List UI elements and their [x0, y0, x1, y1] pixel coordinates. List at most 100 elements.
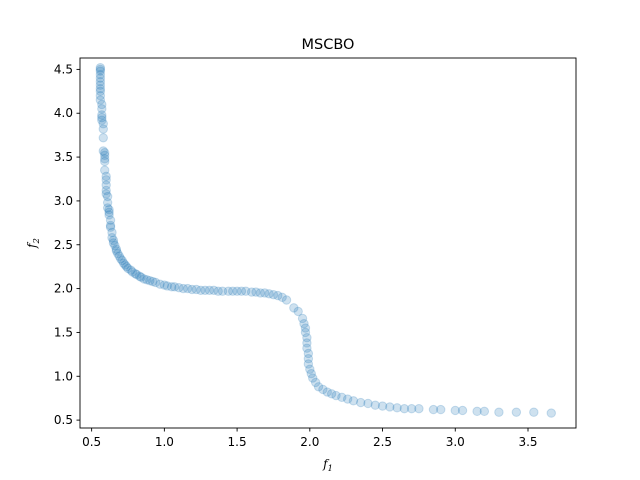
data-point: [123, 263, 133, 274]
data-point: [546, 408, 556, 418]
x-axis: 0.5 1.0 1.5 2.0 2.5 3.0 3.5: [82, 428, 538, 449]
data-point: [107, 227, 117, 238]
data-point: [331, 390, 341, 401]
data-point: [472, 406, 482, 417]
data-point: [300, 327, 311, 338]
data-point: [97, 110, 107, 120]
data-point: [114, 251, 124, 261]
data-point: [134, 271, 145, 282]
data-point: [95, 73, 106, 83]
data-point: [399, 404, 410, 414]
data-point: [121, 261, 132, 272]
data-point: [101, 175, 111, 185]
data-point: [132, 269, 142, 280]
data-point: [511, 407, 522, 417]
data-point: [100, 165, 110, 175]
data-point: [260, 288, 270, 298]
data-point: [306, 368, 316, 379]
data-point: [95, 62, 106, 73]
data-point: [322, 387, 332, 397]
data-point: [268, 290, 279, 300]
y-axis-label: f2: [25, 238, 42, 249]
data-point: [337, 392, 347, 403]
data-point: [236, 286, 247, 296]
data-point: [155, 279, 165, 289]
data-point: [98, 124, 108, 134]
data-point: [97, 104, 107, 114]
data-point: [303, 348, 314, 359]
data-point: [299, 318, 309, 329]
data-point: [104, 207, 114, 218]
data-point: [108, 238, 119, 248]
data-point: [111, 244, 122, 254]
data-point: [97, 115, 107, 125]
data-point: [174, 283, 184, 293]
data-point: [300, 323, 311, 333]
data-point: [98, 146, 108, 156]
data-point: [148, 276, 158, 287]
data-point: [117, 255, 127, 266]
data-point: [95, 91, 106, 101]
data-point: [232, 286, 242, 296]
data-point: [223, 286, 234, 296]
data-point: [126, 265, 136, 275]
data-point: [102, 203, 113, 213]
y-tick-label: 1.5: [54, 325, 73, 339]
data-point: [204, 285, 215, 296]
data-point: [95, 69, 106, 80]
data-point: [120, 260, 130, 270]
data-point: [310, 377, 321, 388]
x-tick-label: 0.5: [82, 435, 101, 449]
data-point: [113, 248, 123, 259]
data-point: [326, 389, 337, 399]
data-point: [356, 397, 366, 408]
data-point: [450, 405, 460, 416]
data-point: [95, 83, 106, 94]
data-point: [370, 400, 380, 410]
data-point: [101, 189, 111, 199]
data-point: [110, 240, 120, 251]
points-layer: [95, 62, 556, 418]
y-tick-label: 4.5: [54, 62, 73, 76]
data-point: [108, 235, 119, 246]
data-point: [97, 112, 107, 123]
data-point: [104, 210, 114, 220]
y-tick-label: 2.0: [54, 282, 73, 296]
data-point: [293, 306, 303, 317]
x-tick-label: 2.0: [300, 435, 319, 449]
data-point: [101, 180, 111, 190]
data-point: [166, 282, 177, 292]
data-point: [342, 394, 353, 404]
data-point: [228, 286, 238, 296]
data-point: [136, 272, 146, 282]
data-point: [111, 246, 122, 256]
data-point: [277, 292, 287, 303]
data-point: [302, 332, 312, 343]
data-point: [95, 66, 106, 76]
x-tick-label: 2.5: [373, 435, 392, 449]
data-point: [479, 406, 490, 417]
data-point: [102, 191, 113, 202]
data-point: [200, 285, 210, 296]
data-point: [105, 215, 116, 225]
data-point: [281, 295, 292, 305]
data-point: [142, 275, 152, 285]
data-point: [100, 150, 110, 161]
data-point: [209, 285, 219, 296]
y-tick-label: 4.0: [54, 106, 73, 120]
y-tick-label: 3.5: [54, 150, 73, 164]
data-point: [305, 364, 315, 374]
data-point: [97, 99, 107, 110]
data-point: [162, 281, 172, 291]
data-point: [363, 398, 373, 409]
data-point: [196, 285, 206, 296]
y-tick-label: 1.0: [54, 369, 73, 383]
data-point: [118, 258, 129, 268]
data-point: [428, 404, 439, 415]
data-point: [303, 354, 314, 364]
data-point: [297, 313, 308, 324]
data-point: [264, 289, 274, 299]
data-point: [251, 287, 261, 297]
data-point: [102, 197, 113, 208]
